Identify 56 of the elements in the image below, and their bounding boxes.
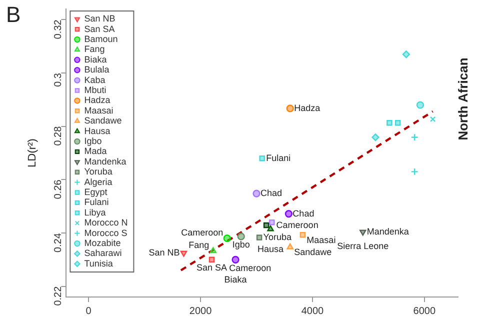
x-tick-label: 2000: [189, 306, 212, 317]
y-axis-title: LD(r²): [26, 138, 39, 168]
legend-label: Fulani: [84, 197, 109, 208]
annotation: Hadza: [294, 102, 320, 113]
annotation: Mandenka: [366, 226, 409, 236]
annotation: Maasai: [306, 234, 336, 245]
y-tick-label: 0.32: [52, 19, 64, 40]
legend-label: Igbo: [84, 136, 102, 146]
annotation: Hausa: [257, 244, 284, 254]
x-tick-label: 6000: [413, 306, 436, 317]
legend-label: Mozabite: [84, 238, 121, 248]
legend-label: Bamoun: [84, 34, 118, 44]
legend-label: Fang: [84, 44, 105, 54]
annotation: San NB: [148, 247, 180, 258]
annotation: Sierra Leone: [337, 240, 389, 251]
legend-label: Morocco N: [84, 218, 128, 228]
legend-label: Sandawe: [84, 116, 122, 126]
legend-label: Maasai: [84, 105, 114, 116]
legend-label: Tunisia: [84, 258, 113, 268]
annotation: Biaka: [224, 274, 247, 285]
annotation: Sandawe: [294, 247, 332, 258]
annotation: Cameroon: [229, 262, 272, 273]
annotation: Cameroon: [276, 220, 318, 230]
y-tick-label: 0.26: [52, 179, 64, 200]
text: B: [6, 2, 21, 28]
legend-label: Algeria: [84, 176, 112, 187]
legend-label: Hadza: [84, 95, 110, 106]
annotation: Chad: [292, 208, 314, 218]
x-tick-label: 0: [86, 306, 92, 317]
legend-label: Mandenka: [84, 156, 126, 166]
annotation: North African: [456, 58, 471, 140]
annotation: Cameroon: [181, 227, 224, 238]
legend-label: Bulala: [84, 64, 110, 75]
annotation: Igbo: [232, 239, 250, 250]
legend-label: Hausa: [84, 126, 110, 136]
legend-label: Libya: [84, 207, 106, 218]
annotation: Fang: [188, 240, 210, 250]
legend-label: San SA: [84, 24, 115, 34]
annotation: Yoruba: [263, 232, 292, 242]
y-tick-label: 0.3: [52, 72, 64, 87]
annotation: Fulani: [266, 152, 291, 163]
legend-label: Egypt: [84, 186, 108, 197]
annotation: Chad: [260, 188, 282, 198]
y-tick-label: 0.24: [52, 232, 64, 252]
legend-label: San NB: [84, 14, 116, 24]
legend-label: Kaba: [84, 74, 106, 85]
y-tick-label: 0.22: [52, 286, 64, 306]
legend-label: Mada: [84, 146, 107, 156]
x-tick-label: 4000: [301, 306, 324, 317]
legend-label: Mbuti: [84, 84, 106, 95]
legend-label: Biaka: [84, 54, 107, 64]
annotation: San SA: [196, 262, 227, 273]
legend-label: Morocco S: [84, 228, 128, 238]
legend-label: Yoruba: [84, 166, 112, 177]
legend-label: Saharawi: [84, 248, 122, 258]
y-tick-label: 0.28: [52, 126, 64, 146]
